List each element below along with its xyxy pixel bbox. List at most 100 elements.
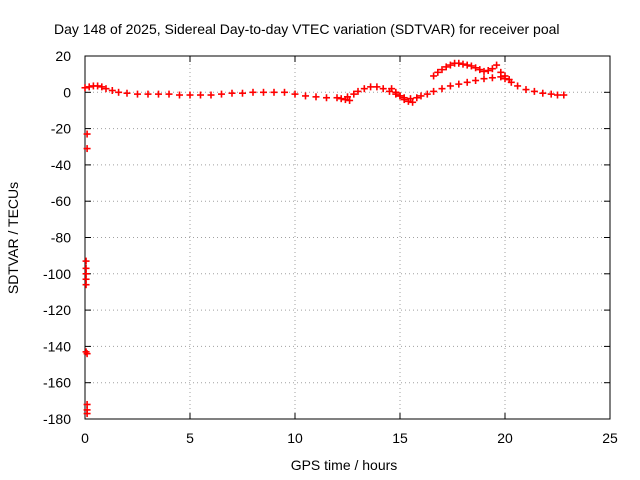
data-point bbox=[505, 76, 513, 84]
data-point bbox=[108, 86, 116, 94]
data-point bbox=[379, 85, 387, 93]
data-point bbox=[270, 88, 278, 96]
data-point bbox=[249, 88, 257, 96]
chart-title: Day 148 of 2025, Sidereal Day-to-day VTE… bbox=[54, 21, 560, 37]
data-point bbox=[392, 88, 400, 96]
data-point bbox=[396, 92, 404, 100]
data-point bbox=[488, 65, 496, 73]
data-point bbox=[417, 92, 425, 100]
data-point bbox=[165, 90, 173, 98]
data-point bbox=[291, 90, 299, 98]
data-point bbox=[400, 96, 408, 104]
data-point bbox=[360, 85, 368, 93]
data-point bbox=[260, 88, 267, 96]
data-point bbox=[446, 61, 454, 69]
data-point bbox=[467, 62, 475, 70]
data-point bbox=[83, 130, 91, 138]
x-axis-label: GPS time / hours bbox=[291, 457, 398, 473]
data-point bbox=[354, 87, 362, 95]
data-point bbox=[102, 85, 110, 93]
data-point bbox=[501, 72, 509, 80]
data-point bbox=[413, 94, 421, 102]
data-point bbox=[312, 93, 320, 101]
y-tick-label: -80 bbox=[51, 230, 71, 246]
y-tick-label: 0 bbox=[63, 84, 71, 100]
data-point bbox=[197, 91, 204, 99]
data-point bbox=[472, 77, 480, 85]
data-point bbox=[83, 145, 91, 153]
y-tick-label: -140 bbox=[43, 338, 71, 354]
data-point bbox=[81, 84, 89, 92]
data-point bbox=[438, 66, 446, 74]
y-tick-label: -160 bbox=[43, 375, 71, 391]
data-point bbox=[367, 83, 375, 91]
data-point bbox=[186, 91, 194, 99]
data-point bbox=[446, 82, 454, 90]
data-point bbox=[281, 88, 288, 96]
x-tick-label: 20 bbox=[497, 430, 513, 446]
y-tick-label: -40 bbox=[51, 157, 71, 173]
data-point bbox=[373, 83, 381, 91]
data-point bbox=[463, 61, 471, 69]
data-point bbox=[560, 91, 568, 99]
data-point bbox=[228, 89, 236, 97]
data-point bbox=[530, 87, 538, 95]
data-point bbox=[476, 66, 484, 74]
axis-ticks: 0 5 10 15 20 25 20 0 -20 -40 -60 -80 -100 -120 -140 -16… bbox=[43, 48, 618, 446]
data-point bbox=[488, 74, 496, 82]
data-point bbox=[514, 82, 522, 90]
data-point bbox=[155, 90, 162, 98]
data-point bbox=[337, 95, 345, 103]
data-point bbox=[554, 91, 561, 99]
data-point bbox=[472, 64, 480, 72]
data-point bbox=[493, 61, 501, 69]
data-point bbox=[82, 281, 90, 289]
series-disturbance-band bbox=[337, 85, 417, 106]
data-point bbox=[350, 90, 358, 98]
data-point bbox=[430, 72, 438, 80]
data-point bbox=[239, 89, 246, 97]
data-point bbox=[346, 96, 354, 104]
y-tick-label: -60 bbox=[51, 193, 71, 209]
data-point bbox=[218, 90, 225, 98]
x-tick-label: 0 bbox=[81, 430, 89, 446]
data-point bbox=[144, 90, 152, 98]
data-point bbox=[409, 98, 417, 106]
series-upper-arc bbox=[430, 59, 513, 84]
series-early-outliers bbox=[82, 130, 91, 418]
y-tick-label: -120 bbox=[43, 302, 71, 318]
data-point bbox=[123, 89, 131, 97]
data-point bbox=[434, 68, 442, 76]
data-point bbox=[480, 75, 488, 83]
y-tick-label: -20 bbox=[51, 121, 71, 137]
data-point bbox=[463, 78, 471, 86]
x-tick-label: 10 bbox=[287, 430, 303, 446]
x-tick-label: 5 bbox=[186, 430, 194, 446]
data-point bbox=[484, 67, 492, 75]
data-point bbox=[323, 94, 330, 102]
data-point bbox=[85, 83, 93, 91]
grid-lines bbox=[85, 56, 610, 419]
data-point bbox=[497, 68, 505, 76]
y-tick-label: -180 bbox=[43, 411, 71, 427]
data-point bbox=[423, 90, 431, 98]
data-point bbox=[455, 59, 463, 67]
data-point bbox=[333, 94, 341, 102]
y-tick-label: 20 bbox=[55, 48, 71, 64]
data-point bbox=[430, 87, 438, 95]
data-point bbox=[480, 67, 488, 75]
data-point bbox=[547, 90, 555, 98]
data-point bbox=[302, 92, 309, 100]
y-axis-label: SDTVAR / TECUs bbox=[5, 182, 21, 294]
data-point bbox=[404, 97, 412, 105]
data-point bbox=[522, 86, 530, 94]
data-point bbox=[207, 91, 215, 99]
data-point bbox=[459, 60, 467, 68]
data-point bbox=[94, 82, 102, 90]
data-point bbox=[388, 85, 396, 93]
data-point bbox=[539, 89, 547, 97]
data-point bbox=[176, 91, 183, 99]
data-point bbox=[83, 350, 91, 358]
data-point bbox=[82, 257, 90, 265]
